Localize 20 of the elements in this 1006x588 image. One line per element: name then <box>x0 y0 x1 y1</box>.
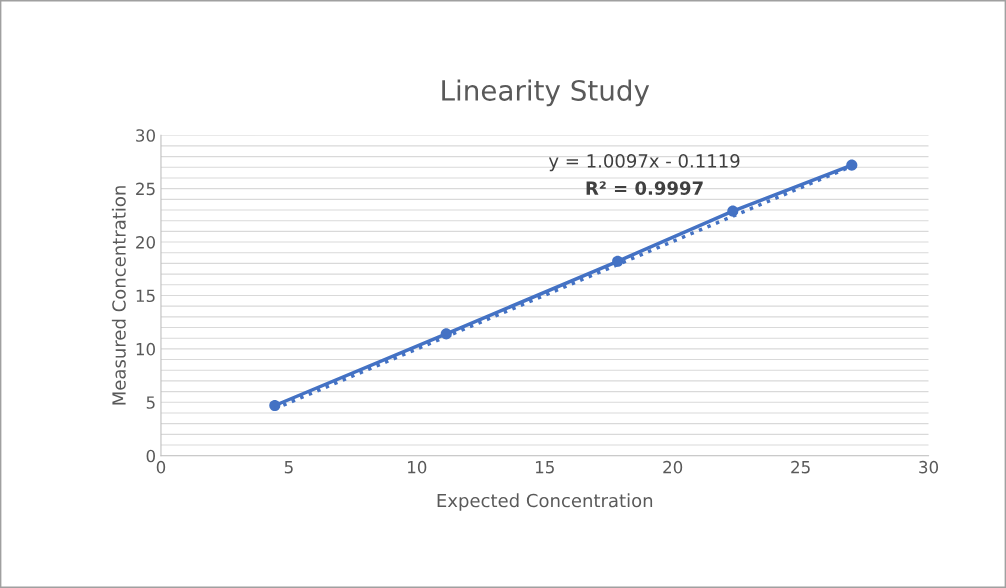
chart-title: Linearity Study <box>442 79 650 107</box>
x-tick-label: 20 <box>663 460 683 474</box>
y-tick-label: 10 <box>136 342 155 356</box>
annotation: y = 1.0097x - 0.1119 <box>548 154 740 172</box>
y-axis-title: Measured Concentration <box>111 186 126 405</box>
x-tick-label: 25 <box>791 460 810 474</box>
y-tick-label: 20 <box>136 236 155 249</box>
x-tick-label: 15 <box>535 461 554 474</box>
x-tick-label: 30 <box>919 460 939 474</box>
y-tick-label: 25 <box>136 182 155 196</box>
y-tick-label: 0 <box>146 449 155 463</box>
x-tick-label: 10 <box>408 460 427 474</box>
x-tick-label: 0 <box>156 460 166 474</box>
y-tick-label: 5 <box>146 396 155 409</box>
point <box>846 159 858 171</box>
y-tick-label: 15 <box>136 289 155 303</box>
x-axis-title: Expected Concentration <box>437 493 653 511</box>
annotation: R² = 0.9997 <box>586 181 703 195</box>
x-tick-label: 5 <box>284 461 293 474</box>
y-tick-label: 30 <box>136 129 155 142</box>
